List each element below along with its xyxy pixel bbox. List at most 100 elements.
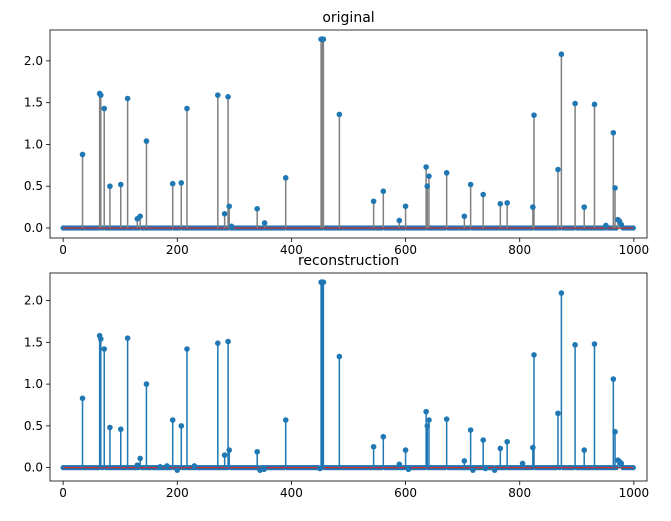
data-point	[530, 444, 536, 451]
data-point	[618, 221, 625, 228]
data-point	[603, 222, 609, 229]
x-tick-label: 600	[394, 486, 417, 500]
data-point	[101, 346, 108, 352]
axes-frame	[49, 272, 648, 482]
data-point	[555, 166, 561, 173]
data-point	[124, 335, 131, 341]
subplot-reconstruction: reconstruction 0 200 400 600 800 1000 0.0 0.5 1.0…	[24, 253, 649, 500]
data-point	[480, 437, 486, 443]
data-point	[336, 353, 343, 360]
data-point	[225, 94, 231, 100]
data-point	[380, 188, 387, 195]
data-point	[491, 467, 498, 473]
y-tick-label: 1.0	[24, 137, 43, 151]
data-point	[380, 433, 387, 440]
data-point	[157, 463, 163, 470]
data-point	[443, 416, 450, 422]
data-point	[164, 463, 170, 469]
data-point	[282, 175, 289, 181]
data-point	[504, 200, 510, 206]
data-point	[612, 185, 618, 191]
data-point	[143, 381, 150, 387]
x-tick-label: 0	[59, 486, 67, 500]
data-point	[426, 173, 432, 179]
data-point	[581, 204, 588, 210]
data-point	[254, 205, 260, 212]
x-tick-label: 0	[59, 243, 67, 257]
data-point	[610, 129, 617, 136]
y-tick-label: 0.0	[24, 221, 43, 235]
axes-frame	[49, 29, 648, 239]
data-point	[79, 151, 86, 158]
data-point	[402, 447, 409, 453]
data-point	[618, 460, 625, 467]
chart-title: reconstruction	[298, 253, 399, 269]
data-point	[402, 203, 409, 210]
data-point	[370, 443, 377, 450]
data-point	[555, 410, 561, 417]
data-point	[214, 340, 221, 346]
chart-title: original	[322, 10, 374, 26]
y-tick-label: 2.0	[24, 294, 43, 308]
y-tick-label: 0.5	[24, 419, 43, 433]
x-tick-label: 400	[280, 243, 303, 257]
data-point	[558, 51, 565, 58]
x-tick-label: 1000	[619, 486, 650, 500]
data-point	[470, 467, 476, 473]
data-point	[426, 417, 432, 423]
data-point	[228, 223, 235, 230]
data-point	[467, 427, 474, 433]
data-point	[461, 458, 468, 464]
data-point	[97, 336, 104, 342]
subplot-original: original 0 200 400 600 800 1000 0.0 0.5 1.0 1.5 2.0	[24, 10, 649, 257]
data-point	[225, 338, 231, 345]
data-point	[320, 279, 327, 285]
data-point	[124, 95, 131, 102]
data-point	[261, 466, 267, 473]
data-point	[396, 461, 403, 468]
data-point	[169, 417, 176, 423]
data-point	[169, 180, 176, 187]
y-tick-label: 1.5	[24, 335, 43, 349]
x-tick-label: 800	[508, 243, 531, 257]
y-tick-label: 1.5	[24, 96, 43, 110]
data-point	[221, 452, 228, 458]
data-point	[336, 111, 343, 118]
data-point	[572, 100, 578, 107]
data-point	[443, 170, 450, 176]
data-point	[137, 213, 143, 220]
data-point	[282, 417, 289, 423]
data-point	[423, 164, 429, 170]
data-point	[370, 198, 377, 205]
data-point	[317, 465, 323, 472]
data-point	[423, 408, 429, 415]
x-tick-label: 400	[280, 486, 303, 500]
data-point	[221, 210, 228, 217]
x-tick-label: 600	[394, 243, 417, 257]
data-point	[497, 445, 504, 452]
x-tick-label: 1000	[619, 243, 650, 257]
data-point	[174, 467, 181, 473]
data-point	[191, 463, 198, 469]
data-point	[143, 138, 150, 144]
x-tick-label: 200	[166, 486, 189, 500]
data-point	[558, 290, 565, 296]
y-tick-label: 0.5	[24, 179, 43, 193]
data-point	[531, 112, 537, 119]
data-point	[405, 466, 412, 473]
data-point	[134, 462, 141, 468]
data-point	[254, 448, 260, 455]
data-point	[117, 426, 124, 433]
data-point	[320, 36, 327, 42]
y-tick-label: 2.0	[24, 54, 43, 68]
data-point	[610, 376, 617, 382]
y-tick-label: 0.0	[24, 461, 43, 475]
data-point	[79, 395, 86, 402]
data-point	[531, 352, 537, 358]
data-point	[137, 455, 143, 462]
data-point	[184, 346, 190, 352]
data-point	[424, 183, 431, 190]
data-point	[497, 200, 504, 207]
